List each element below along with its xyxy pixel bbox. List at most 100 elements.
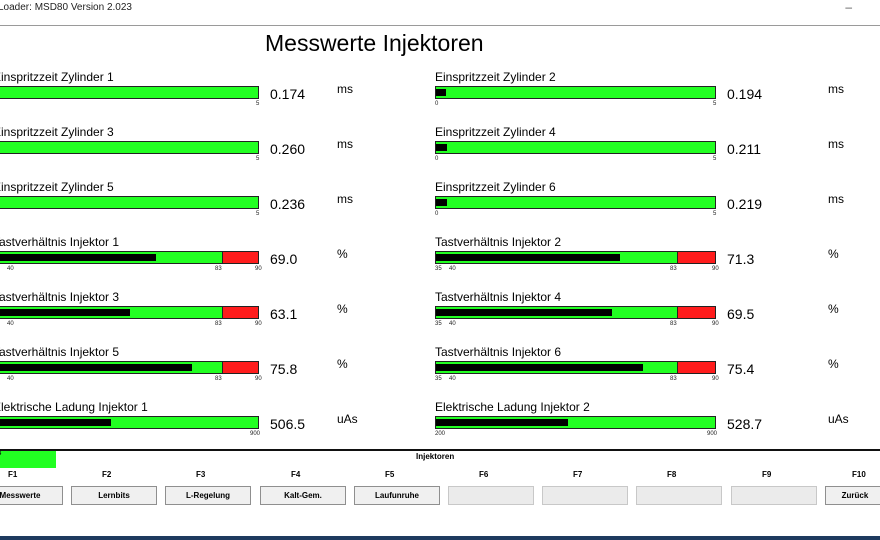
gauge-fill	[436, 254, 620, 261]
measurement-unit: %	[337, 302, 348, 316]
measurement-panel: Elektrische Ladung Injektor 1 900 506.5 uAs	[0, 400, 433, 450]
measurement-label: Tastverhältnis Injektor 4	[435, 290, 562, 304]
gauge-tick-label: 83	[215, 266, 222, 272]
measurement-label: Einspritzzeit Zylinder 1	[0, 70, 114, 84]
gauge-tick-label: 90	[255, 266, 262, 272]
gauge-bar	[435, 416, 716, 429]
function-button-l-regelung[interactable]: L-Regelung	[165, 486, 251, 505]
gauge-tick-label: 90	[255, 321, 262, 327]
gauge-tick-label: 90	[712, 266, 719, 272]
gauge-red-zone	[222, 252, 258, 263]
fkey-label-f3: F3	[196, 470, 206, 479]
gauge-tick-label: 0	[435, 101, 439, 107]
gauge-tick-label: 35	[435, 266, 442, 272]
fkey-label-f10: F10	[852, 470, 866, 479]
measurement-panel: Einspritzzeit Zylinder 3 5 0.260 ms	[0, 125, 433, 175]
function-button-messwerte[interactable]: Messwerte	[0, 486, 63, 505]
gauge-tick-label: 200	[435, 431, 446, 437]
measurement-panel: Einspritzzeit Zylinder 5 5 0.236 ms	[0, 180, 433, 230]
gauge-bar	[0, 86, 259, 99]
fkey-label-f5: F5	[385, 470, 395, 479]
measurement-label: Einspritzzeit Zylinder 4	[435, 125, 556, 139]
measurement-unit: uAs	[337, 412, 358, 426]
measurement-label: Tastverhältnis Injektor 1	[0, 235, 120, 249]
measurement-unit: %	[828, 247, 839, 261]
measurement-value: 506.5	[270, 416, 306, 432]
gauge-tick-label: 35	[435, 321, 442, 327]
gauge-bar	[435, 306, 716, 319]
measurement-panel: Einspritzzeit Zylinder 1 5 0.174 ms	[0, 70, 433, 120]
gauge-tick-label: 900	[707, 431, 718, 437]
fkey-label-f4: F4	[291, 470, 301, 479]
gauge-fill	[436, 419, 568, 426]
tab-indicator	[0, 451, 56, 468]
function-button-empty-8[interactable]	[636, 486, 722, 505]
gauge-tick-label: 40	[449, 321, 456, 327]
measurement-value: 75.4	[727, 361, 755, 377]
measurement-unit: ms	[828, 82, 844, 96]
measurement-value: 0.219	[727, 196, 763, 212]
measurement-value: 0.174	[270, 86, 306, 102]
fkey-label-f8: F8	[667, 470, 677, 479]
tab-indicator-tick: 4	[0, 451, 1, 457]
function-button-empty-6[interactable]	[448, 486, 534, 505]
gauge-tick-label: 5	[713, 211, 717, 217]
gauge-tick-label: 40	[449, 376, 456, 382]
gauge-tick-label: 900	[250, 431, 261, 437]
tab-name: Injektoren	[416, 452, 455, 461]
gauge-tick-label: 35	[435, 376, 442, 382]
measurement-label: Einspritzzeit Zylinder 6	[435, 180, 556, 194]
fkey-label-f1: F1	[8, 470, 18, 479]
measurement-panel: Elektrische Ladung Injektor 2 200 900 528.7…	[435, 400, 875, 450]
gauge-fill	[436, 309, 612, 316]
gauge-tick-label: 5	[256, 156, 260, 162]
measurement-value: 0.236	[270, 196, 306, 212]
function-button-empty-7[interactable]	[542, 486, 628, 505]
gauge-tick-label: 83	[215, 321, 222, 327]
gauge-fill	[0, 364, 192, 371]
measurement-panel: Tastverhältnis Injektor 6 35 40 83 90 75.4%	[435, 345, 875, 395]
measurement-label: Einspritzzeit Zylinder 3	[0, 125, 114, 139]
fkey-label-f6: F6	[479, 470, 489, 479]
gauge-bar	[0, 306, 259, 319]
fkey-label-f7: F7	[573, 470, 583, 479]
measurement-label: Einspritzzeit Zylinder 2	[435, 70, 556, 84]
function-button-empty-9[interactable]	[731, 486, 817, 505]
gauge-fill	[436, 199, 447, 206]
measurement-panel: Tastverhältnis Injektor 2 35 40 83 90 71.3%	[435, 235, 875, 285]
measurement-panel: Tastverhältnis Injektor 4 35 40 83 90 69.5%	[435, 290, 875, 340]
measurement-label: Tastverhältnis Injektor 6	[435, 345, 562, 359]
minimize-icon[interactable]: –	[845, 0, 852, 14]
function-button-kalt-gem[interactable]: Kalt-Gem.	[260, 486, 346, 505]
measurement-panel: Tastverhältnis Injektor 1 40 83 90 69.0%	[0, 235, 433, 285]
measurement-label: Einspritzzeit Zylinder 5	[0, 180, 114, 194]
function-button-zurück[interactable]: Zurück	[825, 486, 880, 505]
gauge-bar	[0, 196, 259, 209]
fkey-label-f2: F2	[102, 470, 112, 479]
measurement-unit: %	[828, 302, 839, 316]
gauge-bar	[0, 416, 259, 429]
gauge-tick-label: 40	[7, 376, 14, 382]
measurement-unit: %	[337, 357, 348, 371]
measurement-value: 0.211	[727, 141, 761, 157]
measurement-unit: ms	[337, 192, 353, 206]
measurement-value: 75.8	[270, 361, 298, 377]
measurement-value: 0.260	[270, 141, 306, 157]
gauge-tick-label: 40	[7, 266, 14, 272]
measurement-panel: Einspritzzeit Zylinder 2 0 5 0.194 ms	[435, 70, 875, 120]
gauge-bar	[435, 251, 716, 264]
measurement-unit: %	[828, 357, 839, 371]
gauge-tick-label: 83	[670, 321, 677, 327]
footer-divider	[0, 449, 880, 451]
measurement-unit: uAs	[828, 412, 849, 426]
gauge-fill	[0, 419, 111, 426]
function-button-lernbits[interactable]: Lernbits	[71, 486, 157, 505]
gauge-fill	[436, 89, 446, 96]
gauge-fill	[0, 254, 156, 261]
gauge-red-zone	[677, 362, 715, 373]
gauge-tick-label: 5	[256, 211, 260, 217]
gauge-fill	[436, 364, 643, 371]
fkey-label-f9: F9	[762, 470, 772, 479]
function-button-laufunruhe[interactable]: Laufunruhe	[354, 486, 440, 505]
gauge-tick-label: 40	[449, 266, 456, 272]
